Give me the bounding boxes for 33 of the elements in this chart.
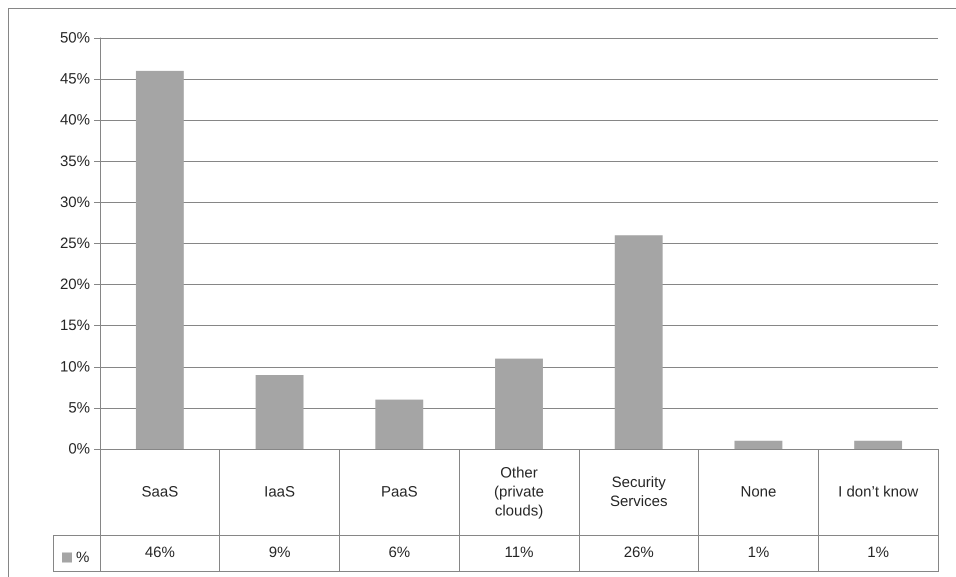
data-label: 9% <box>268 544 290 561</box>
y-tick-label: 10% <box>60 358 90 376</box>
x-tick-label: Other (private clouds) <box>494 464 544 520</box>
x-tick-label: IaaS <box>264 484 295 500</box>
data-label: 11% <box>504 544 534 561</box>
data-label: 6% <box>388 544 410 561</box>
y-tick-label: 50% <box>60 30 90 46</box>
data-label: 46% <box>144 544 175 561</box>
data-label: 1% <box>748 544 770 561</box>
data-label: 26% <box>624 544 654 561</box>
bar <box>375 400 424 449</box>
y-tick-label: 5% <box>68 399 90 416</box>
y-tick-label: 30% <box>60 194 90 211</box>
y-tick-label: 45% <box>60 70 90 88</box>
bar <box>614 235 663 449</box>
legend-label: % <box>76 549 90 566</box>
y-tick-label: 25% <box>60 235 90 252</box>
y-tick-label: 20% <box>60 276 90 294</box>
x-tick-label: SaaS <box>142 484 178 500</box>
y-tick-label: 35% <box>60 152 90 170</box>
y-tick-label: 40% <box>60 112 90 129</box>
x-tick-label: None <box>740 484 776 500</box>
bar <box>136 70 184 449</box>
bar <box>256 375 304 449</box>
bar <box>854 440 902 449</box>
bar <box>495 358 543 449</box>
y-tick-label: 0% <box>68 440 90 458</box>
x-tick-label: Security Services <box>610 474 668 510</box>
bar <box>734 440 782 449</box>
x-tick-label: PaaS <box>380 484 418 500</box>
y-tick-label: 15% <box>60 317 90 334</box>
data-label: 1% <box>867 544 889 561</box>
x-tick-label: I don’t know <box>838 484 918 500</box>
